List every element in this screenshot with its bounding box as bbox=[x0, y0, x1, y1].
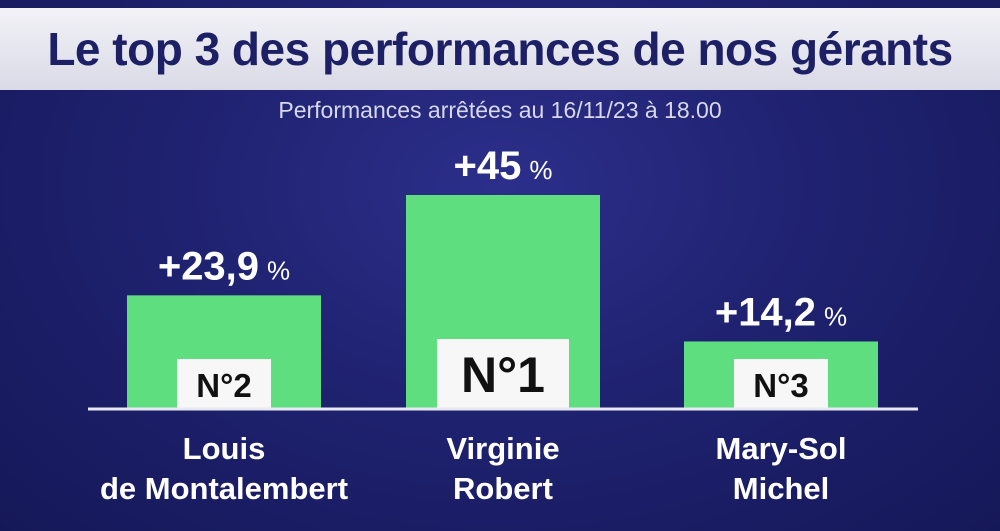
rank-box-2 bbox=[437, 339, 569, 409]
category-label-1-line-1: Louis bbox=[183, 431, 266, 466]
value-label-1: +23,9% bbox=[158, 244, 290, 288]
value-label-2: +45% bbox=[454, 144, 553, 188]
rank-box-1 bbox=[177, 359, 271, 409]
title-band: Le top 3 des performances de nos gérants bbox=[0, 8, 1000, 90]
rank-label-3: N°3 bbox=[753, 367, 808, 404]
value-label-3: +14,2% bbox=[715, 290, 847, 334]
category-label-2-line-1: Virginie bbox=[446, 431, 559, 466]
rank-label-2: N°1 bbox=[461, 347, 545, 403]
category-label-3-line-1: Mary-Sol bbox=[716, 431, 847, 466]
category-label-2-line-2: Robert bbox=[453, 471, 553, 506]
category-label-3-line-2: Michel bbox=[733, 471, 829, 506]
category-label-1-line-2: de Montalembert bbox=[100, 471, 348, 506]
rank-box-3 bbox=[734, 359, 828, 409]
page-title: Le top 3 des performances de nos gérants bbox=[47, 23, 953, 75]
rank-label-1: N°2 bbox=[196, 367, 251, 404]
chart-subtitle: Performances arrêtées au 16/11/23 à 18.0… bbox=[278, 97, 722, 123]
